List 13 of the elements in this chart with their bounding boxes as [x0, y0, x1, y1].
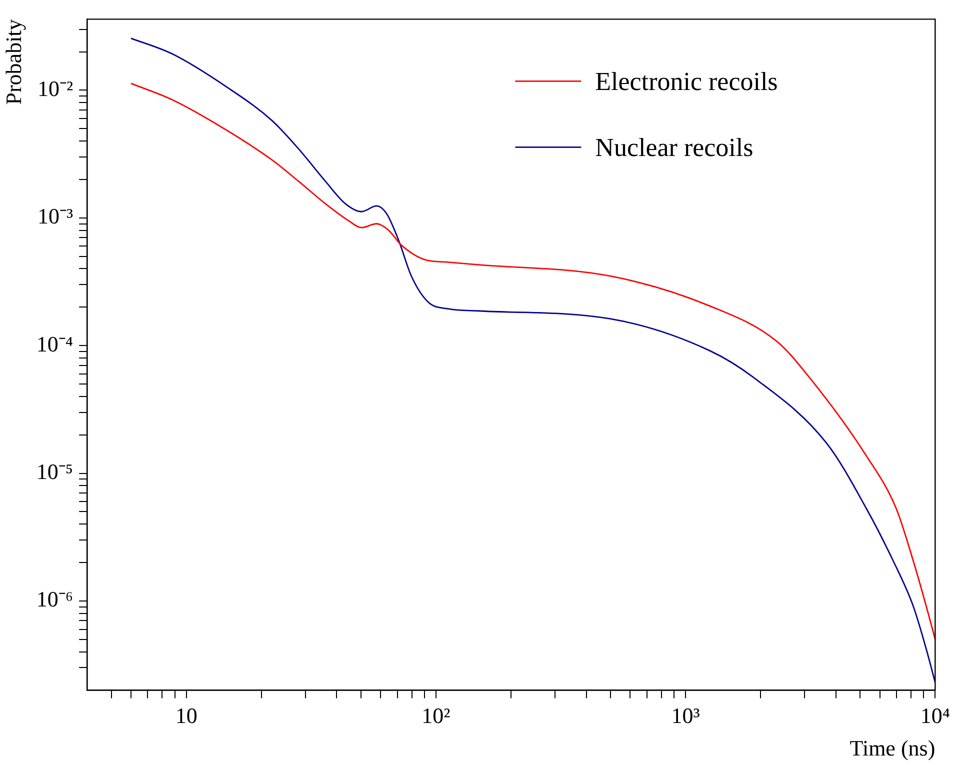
x-tick-label: 10	[175, 703, 198, 728]
y-tick-label: 10⁻⁵	[36, 459, 74, 484]
x-axis-title: Time (ns)	[850, 736, 936, 761]
legend-label: Nuclear recoils	[595, 133, 754, 162]
y-tick-label: 10⁻³	[37, 204, 74, 229]
x-tick-label: 10³	[671, 703, 700, 728]
y-tick-label: 10⁻²	[37, 76, 74, 102]
y-tick-label: 10⁻⁴	[36, 331, 74, 356]
legend-label: Electronic recoils	[595, 67, 778, 96]
y-axis-title: Probabity	[0, 19, 26, 105]
x-tick-label: 10⁴	[920, 703, 950, 728]
x-tick-label: 10²	[422, 703, 451, 728]
y-tick-label: 10⁻⁶	[36, 586, 74, 612]
